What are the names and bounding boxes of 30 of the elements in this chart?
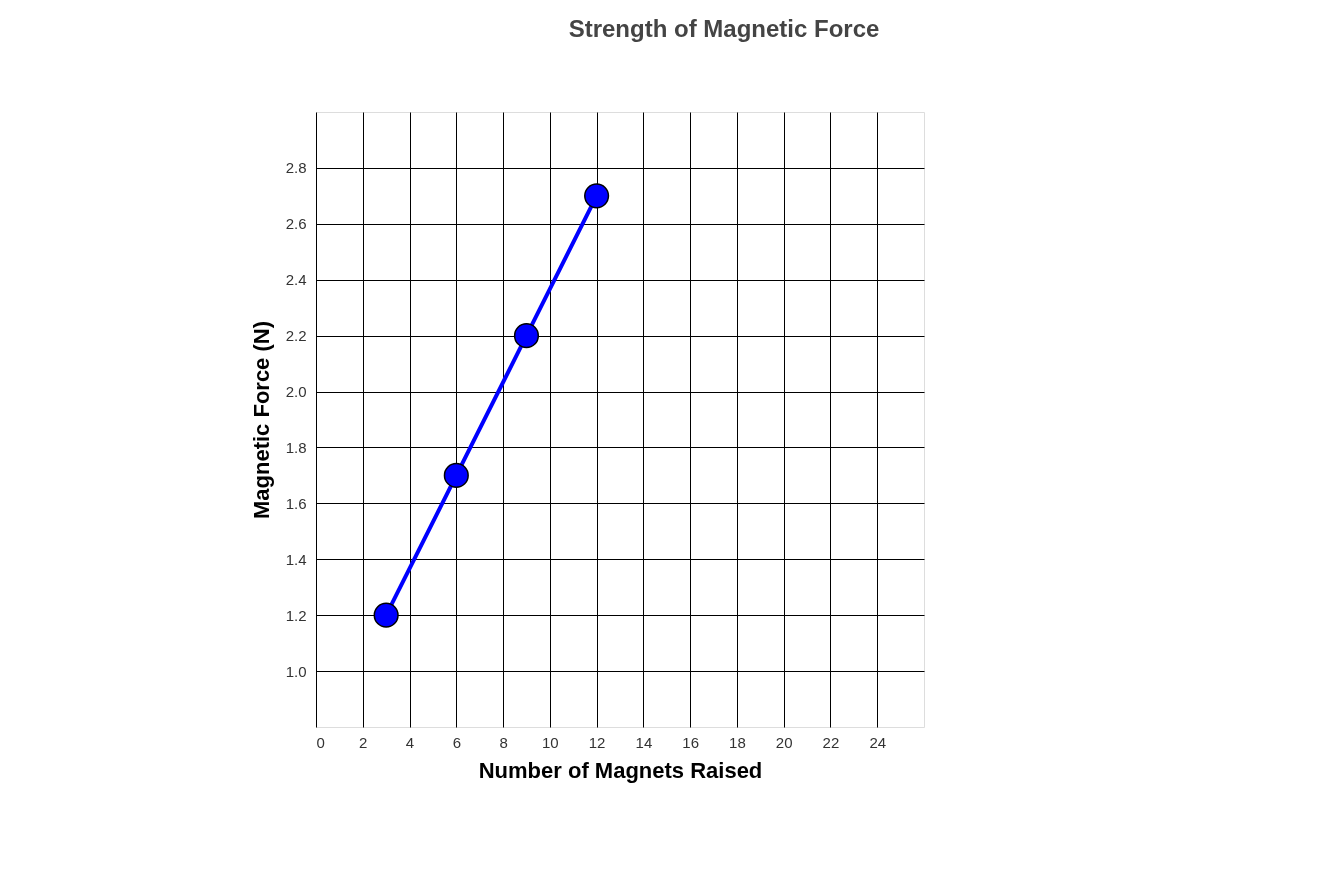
x-tick-label: 4 [405,733,415,751]
x-tick-label: 16 [682,733,699,751]
y-tick-label: 1.2 [285,606,307,624]
point [513,323,540,349]
x-tick-label: 18 [729,733,746,751]
x-tick-label: 0 [316,733,325,751]
x-axis-title: Number of Magnets Raised [478,757,763,783]
point [443,462,469,488]
x-tick-label: 8 [499,733,508,751]
point [584,183,610,209]
y-tick-label: 1.4 [285,550,307,568]
x-tick-label: 10 [542,733,559,751]
x-tick-label: 2 [359,733,368,751]
x-tick-label: 22 [822,733,840,751]
y-tick-label: 2.0 [285,383,307,401]
y-tick-label: 2.6 [285,215,307,233]
y-tick-label: 1.6 [285,494,307,512]
y-tick-label: 1.0 [285,662,307,680]
y-axis-title: Magnetic Force (N) [248,320,274,520]
x-tick-label: 6 [452,733,461,751]
chart-title: Strength of Magnetic Force [568,15,880,42]
y-tick-label: 2.4 [285,271,307,289]
y-tick-label: 2.8 [285,159,307,177]
point [373,602,399,628]
x-tick-label: 14 [635,733,653,751]
y-tick-label: 2.2 [285,327,307,345]
x-tick-label: 24 [869,733,887,751]
x-tick-label: 12 [588,733,606,751]
x-tick-label: 20 [775,733,793,751]
y-tick-label: 1.8 [285,438,307,456]
